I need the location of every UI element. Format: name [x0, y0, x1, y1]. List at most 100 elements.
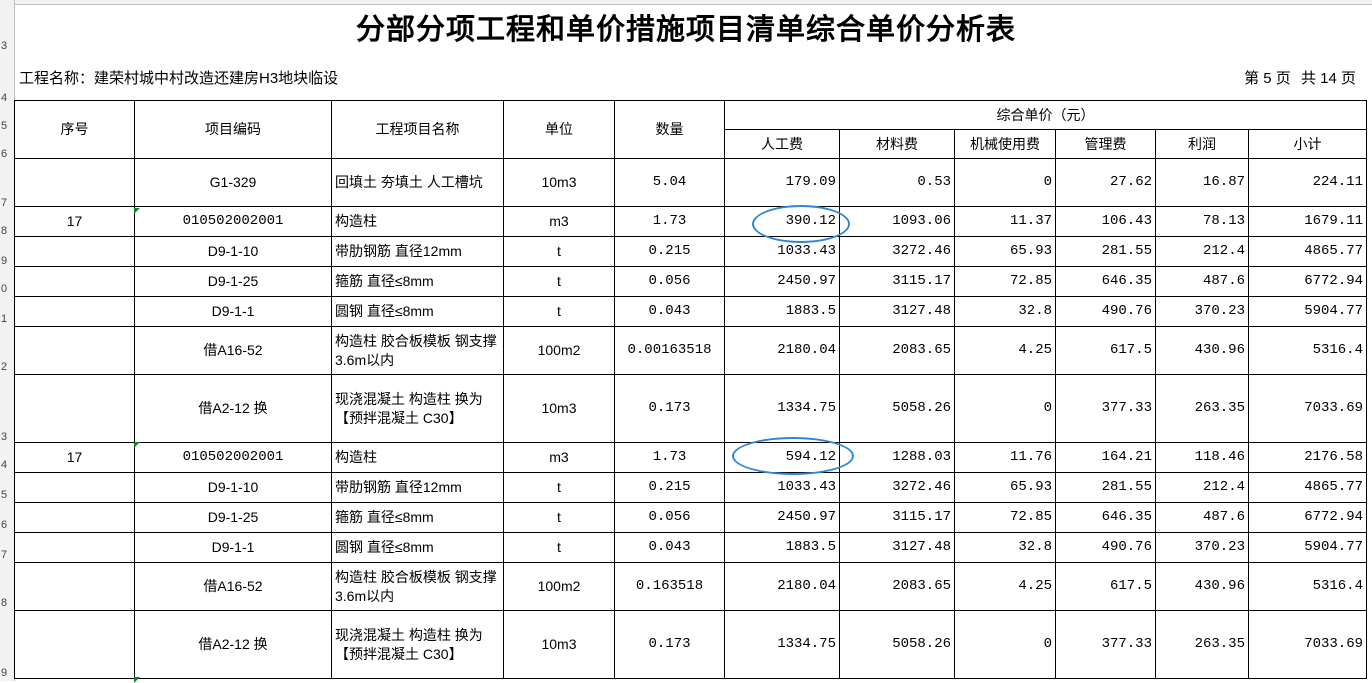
cell-code[interactable]: G1-329: [134, 158, 332, 207]
cell-code[interactable]: D9-1-1: [134, 532, 332, 563]
cell-code[interactable]: 借A16-52: [134, 326, 332, 375]
cell-machine[interactable]: 0: [954, 158, 1056, 207]
cell-mgmt[interactable]: 281.55: [1055, 472, 1156, 503]
cell-mgmt[interactable]: 617.5: [1055, 326, 1156, 375]
cell-subtotal[interactable]: 6772.94: [1248, 502, 1367, 533]
cell-machine[interactable]: 11.37: [954, 206, 1056, 237]
header-material[interactable]: 材料费: [839, 129, 955, 159]
comment-marker-icon[interactable]: [134, 208, 140, 214]
comment-marker-icon[interactable]: [134, 677, 140, 683]
row-number[interactable]: 6: [1, 148, 8, 160]
cell-material[interactable]: 3127.48: [839, 296, 955, 327]
cell-profit[interactable]: 263.35: [1155, 374, 1249, 443]
cell-labor[interactable]: 2450.97: [724, 266, 840, 297]
header-subtotal[interactable]: 小计: [1248, 129, 1367, 159]
cell-qty[interactable]: 0.00163518: [614, 326, 725, 375]
cell-qty[interactable]: 0.056: [614, 266, 725, 297]
cell-name[interactable]: 圆钢 直径≤8mm: [331, 296, 504, 327]
cell-seq[interactable]: [14, 158, 135, 207]
cell-subtotal[interactable]: 7033.69: [1248, 610, 1367, 679]
cell-seq[interactable]: [14, 532, 135, 563]
cell-qty[interactable]: 0.215: [614, 236, 725, 267]
cell-machine[interactable]: 32.8: [954, 296, 1056, 327]
cell-qty[interactable]: 1.73: [614, 442, 725, 473]
row-number[interactable]: 7: [1, 549, 8, 561]
cell-machine[interactable]: 32.8: [954, 532, 1056, 563]
cell-profit[interactable]: 78.13: [1155, 206, 1249, 237]
cell-labor[interactable]: 2180.04: [724, 326, 840, 375]
cell-profit[interactable]: 212.4: [1155, 236, 1249, 267]
cell-mgmt[interactable]: 377.33: [1055, 374, 1156, 443]
cell-material[interactable]: 2083.65: [839, 326, 955, 375]
cell-code[interactable]: 010502002001: [134, 206, 332, 237]
cell-profit[interactable]: 370.23: [1155, 296, 1249, 327]
cell-profit[interactable]: 430.96: [1155, 562, 1249, 611]
cell-qty[interactable]: 1.73: [614, 206, 725, 237]
cell-qty[interactable]: 0.163518: [614, 562, 725, 611]
cell-labor[interactable]: 1334.75: [724, 374, 840, 443]
row-number[interactable]: 0: [1, 283, 8, 295]
cell-unit[interactable]: m3: [503, 442, 615, 473]
cell-seq[interactable]: [14, 326, 135, 375]
cell-profit[interactable]: 16.87: [1155, 158, 1249, 207]
cell-unit[interactable]: 100m2: [503, 326, 615, 375]
cell-mgmt[interactable]: 490.76: [1055, 532, 1156, 563]
cell-seq[interactable]: [14, 610, 135, 679]
cell-seq[interactable]: [14, 374, 135, 443]
row-number[interactable]: 6: [1, 519, 8, 531]
header-labor[interactable]: 人工费: [724, 129, 840, 159]
cell-labor[interactable]: 179.09: [724, 158, 840, 207]
cell-subtotal[interactable]: 4865.77: [1248, 236, 1367, 267]
cell-subtotal[interactable]: 1679.11: [1248, 206, 1367, 237]
cell-unit[interactable]: m3: [503, 206, 615, 237]
cell-qty[interactable]: 0.215: [614, 472, 725, 503]
cell-seq[interactable]: 17: [14, 442, 135, 473]
cell-name[interactable]: 构造柱 胶合板模板 钢支撑3.6m以内: [331, 326, 504, 375]
cell-qty[interactable]: 0.043: [614, 532, 725, 563]
row-number[interactable]: 2: [1, 361, 8, 373]
cell-qty[interactable]: 0.173: [614, 374, 725, 443]
cell-mgmt[interactable]: 617.5: [1055, 562, 1156, 611]
cell-mgmt[interactable]: 281.55: [1055, 236, 1156, 267]
cell-labor[interactable]: 1883.5: [724, 296, 840, 327]
cell-mgmt[interactable]: 490.76: [1055, 296, 1156, 327]
cell-name[interactable]: 箍筋 直径≤8mm: [331, 266, 504, 297]
cell-qty[interactable]: 5.04: [614, 158, 725, 207]
cell-unit[interactable]: t: [503, 236, 615, 267]
cell-machine[interactable]: 72.85: [954, 266, 1056, 297]
cell-mgmt[interactable]: 646.35: [1055, 502, 1156, 533]
cell-mgmt[interactable]: 646.35: [1055, 266, 1156, 297]
cell-subtotal[interactable]: 5316.4: [1248, 562, 1367, 611]
cell-profit[interactable]: 370.23: [1155, 532, 1249, 563]
cell-seq[interactable]: [14, 236, 135, 267]
cell-material[interactable]: 3127.48: [839, 532, 955, 563]
row-header-strip[interactable]: 3 4 5 6 7 8 9 0 1 2 3 4 5 6 7 8 9: [0, 0, 15, 681]
cell-unit[interactable]: 10m3: [503, 374, 615, 443]
cell-machine[interactable]: 0: [954, 610, 1056, 679]
row-number[interactable]: 8: [1, 597, 8, 609]
header-unit[interactable]: 单位: [503, 100, 615, 159]
cell-material[interactable]: 5058.26: [839, 610, 955, 679]
cell-unit[interactable]: t: [503, 502, 615, 533]
header-unit-price-group[interactable]: 综合单价（元）: [724, 100, 1367, 130]
cell-material[interactable]: 3115.17: [839, 266, 955, 297]
cell-machine[interactable]: 4.25: [954, 326, 1056, 375]
header-qty[interactable]: 数量: [614, 100, 725, 159]
cell-subtotal[interactable]: 2176.58: [1248, 442, 1367, 473]
cell-seq[interactable]: [14, 472, 135, 503]
comment-marker-icon[interactable]: [134, 442, 140, 448]
header-profit[interactable]: 利润: [1155, 129, 1249, 159]
row-number[interactable]: 4: [1, 459, 8, 471]
row-number[interactable]: 4: [1, 92, 8, 104]
cell-qty[interactable]: 0.056: [614, 502, 725, 533]
cell-material[interactable]: 3272.46: [839, 472, 955, 503]
cell-subtotal[interactable]: 5904.77: [1248, 532, 1367, 563]
cell-code[interactable]: D9-1-1: [134, 296, 332, 327]
row-number[interactable]: 9: [1, 667, 8, 679]
cell-qty[interactable]: 0.173: [614, 610, 725, 679]
cell-name[interactable]: 回填土 夯填土 人工槽坑: [331, 158, 504, 207]
cell-name[interactable]: 现浇混凝土 构造柱 换为【预拌混凝土 C30】: [331, 610, 504, 679]
cell-profit[interactable]: 430.96: [1155, 326, 1249, 375]
cell-profit[interactable]: 487.6: [1155, 502, 1249, 533]
cell-material[interactable]: 1093.06: [839, 206, 955, 237]
